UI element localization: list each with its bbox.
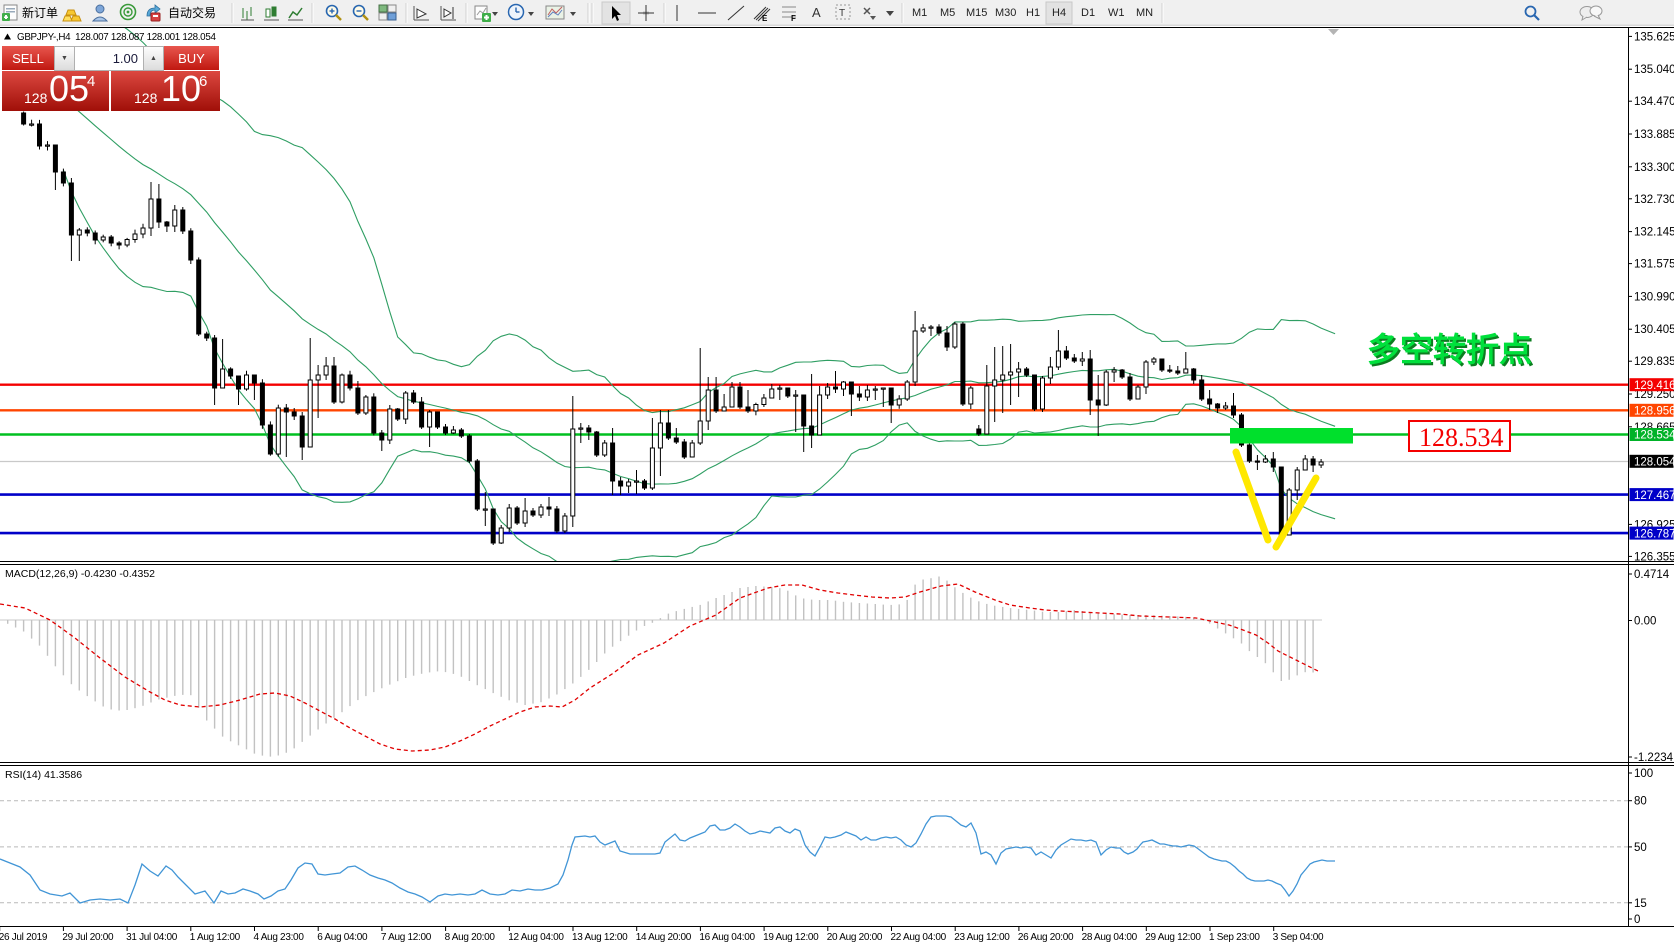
svg-text:M1: M1	[912, 7, 927, 19]
svg-text:RSI(14) 41.3586: RSI(14) 41.3586	[5, 769, 82, 781]
svg-text:80: 80	[1634, 796, 1647, 808]
svg-text:129.835: 129.835	[1634, 356, 1674, 368]
svg-text:29 Jul 20:00: 29 Jul 20:00	[62, 932, 114, 943]
svg-text:31 Jul 04:00: 31 Jul 04:00	[126, 932, 178, 943]
svg-text:E: E	[762, 14, 768, 23]
svg-text:0: 0	[1634, 914, 1640, 926]
svg-text:M30: M30	[995, 7, 1016, 19]
svg-text:126.355: 126.355	[1634, 551, 1674, 563]
svg-text:D1: D1	[1081, 7, 1095, 19]
svg-text:130.990: 130.990	[1634, 291, 1674, 303]
svg-text:M5: M5	[940, 7, 955, 19]
svg-text:134.470: 134.470	[1634, 96, 1674, 108]
svg-text:GBPJPY-,H4 128.007 128.087 12: GBPJPY-,H4 128.007 128.087 128.001 128.0…	[17, 32, 216, 43]
svg-text:8 Aug 20:00: 8 Aug 20:00	[445, 932, 496, 943]
svg-text:14 Aug 20:00: 14 Aug 20:00	[636, 932, 692, 943]
svg-text:128.054: 128.054	[1634, 457, 1674, 469]
svg-text:132.145: 132.145	[1634, 227, 1674, 239]
svg-text:135.040: 135.040	[1634, 64, 1674, 76]
svg-text:T: T	[839, 8, 845, 19]
svg-text:28 Aug 04:00: 28 Aug 04:00	[1082, 932, 1138, 943]
svg-text:0.00: 0.00	[1634, 616, 1656, 628]
svg-text:26 Aug 20:00: 26 Aug 20:00	[1018, 932, 1074, 943]
svg-text:MN: MN	[1136, 7, 1153, 19]
svg-text:135.625: 135.625	[1634, 31, 1674, 43]
svg-text:129.250: 129.250	[1634, 389, 1674, 401]
svg-text:26 Jul 2019: 26 Jul 2019	[0, 932, 48, 943]
svg-text:H4: H4	[1052, 7, 1066, 19]
svg-text:H1: H1	[1026, 7, 1040, 19]
svg-text:20 Aug 20:00: 20 Aug 20:00	[827, 932, 883, 943]
svg-text:W1: W1	[1108, 7, 1125, 19]
svg-text:多空转折点: 多空转折点	[1367, 331, 1532, 368]
svg-text:MACD(12,26,9) -0.4230 -0.4352: MACD(12,26,9) -0.4230 -0.4352	[5, 568, 155, 580]
svg-text:132.730: 132.730	[1634, 194, 1674, 206]
svg-text:131.575: 131.575	[1634, 259, 1674, 271]
svg-text:A: A	[812, 5, 821, 20]
svg-text:13 Aug 12:00: 13 Aug 12:00	[572, 932, 628, 943]
svg-text:19 Aug 12:00: 19 Aug 12:00	[763, 932, 819, 943]
svg-text:128.534: 128.534	[1419, 423, 1504, 452]
svg-text:133.885: 133.885	[1634, 129, 1674, 141]
svg-text:3 Sep 04:00: 3 Sep 04:00	[1273, 932, 1324, 943]
svg-text:22 Aug 04:00: 22 Aug 04:00	[891, 932, 947, 943]
svg-text:23 Aug 12:00: 23 Aug 12:00	[954, 932, 1010, 943]
svg-text:128.534: 128.534	[1634, 430, 1674, 442]
svg-text:F: F	[791, 14, 796, 23]
svg-text:129.416: 129.416	[1634, 380, 1674, 392]
svg-text:6 Aug 04:00: 6 Aug 04:00	[317, 932, 368, 943]
svg-text:新订单: 新订单	[22, 5, 58, 20]
svg-text:M15: M15	[966, 7, 987, 19]
svg-text:0.4714: 0.4714	[1634, 569, 1670, 581]
svg-text:100: 100	[1634, 768, 1653, 780]
svg-text:50: 50	[1634, 842, 1647, 854]
svg-text:自动交易: 自动交易	[168, 5, 216, 20]
svg-text:1 Aug 12:00: 1 Aug 12:00	[190, 932, 241, 943]
svg-text:-1.2234: -1.2234	[1634, 752, 1674, 764]
svg-text:130.405: 130.405	[1634, 324, 1674, 336]
svg-text:7 Aug 12:00: 7 Aug 12:00	[381, 932, 432, 943]
svg-text:1 Sep 23:00: 1 Sep 23:00	[1209, 932, 1260, 943]
svg-text:128.956: 128.956	[1634, 406, 1674, 418]
svg-text:127.467: 127.467	[1634, 490, 1674, 502]
svg-text:12 Aug 04:00: 12 Aug 04:00	[508, 932, 564, 943]
svg-text:4 Aug 23:00: 4 Aug 23:00	[254, 932, 305, 943]
svg-text:16 Aug 04:00: 16 Aug 04:00	[699, 932, 755, 943]
svg-text:133.300: 133.300	[1634, 162, 1674, 174]
svg-text:15: 15	[1634, 898, 1647, 910]
svg-text:29 Aug 12:00: 29 Aug 12:00	[1145, 932, 1201, 943]
svg-text:126.787: 126.787	[1634, 528, 1674, 540]
